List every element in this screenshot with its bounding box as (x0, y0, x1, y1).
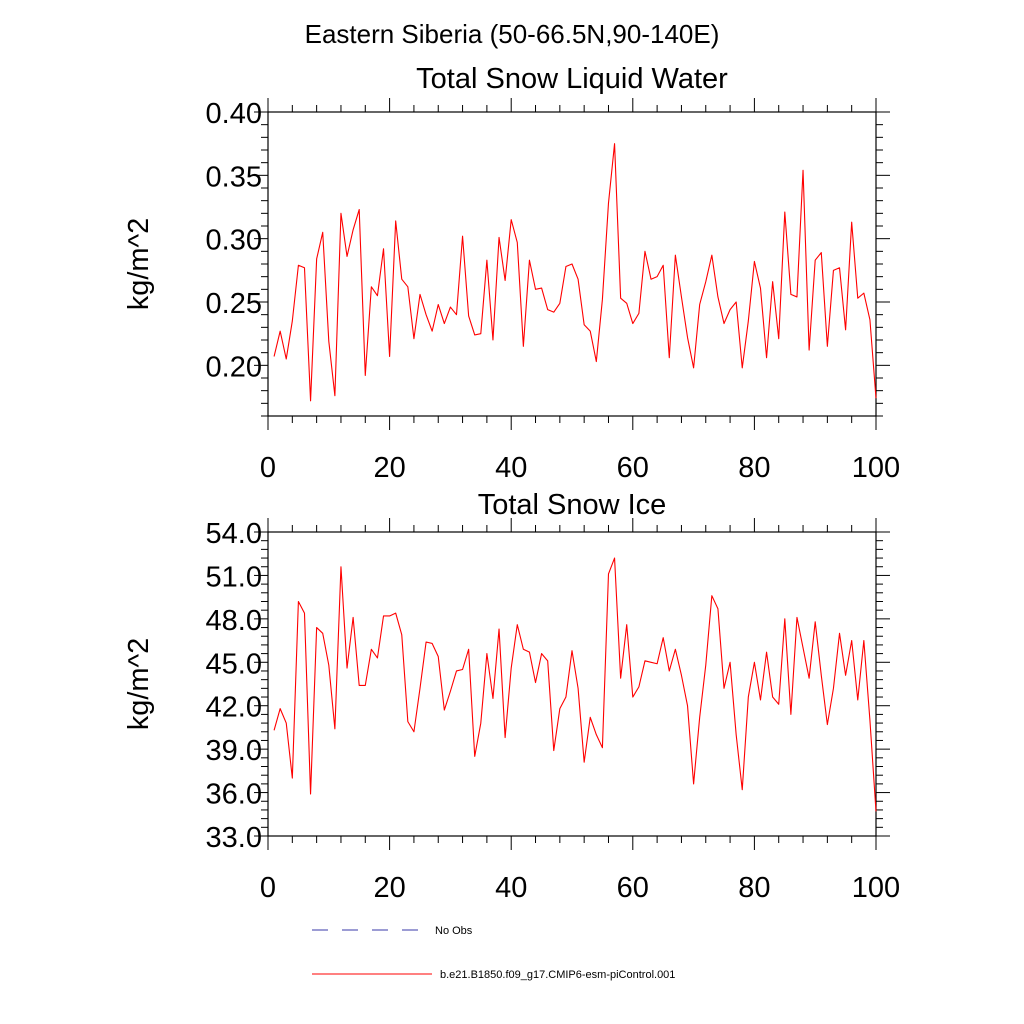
x-tick-label: 60 (617, 872, 649, 904)
panel-snow-liquid-water: Total Snow Liquid Water kg/m^2 0 20 40 60 80… (123, 63, 900, 484)
legend: No Obs b.e21.B1850.f09_g17.CMIP6-esm-piC… (312, 925, 675, 981)
x-tick-label: 100 (852, 872, 900, 904)
y-tick-label: 33.0 (206, 822, 262, 854)
axis-ticks (254, 98, 890, 430)
panel-snow-ice: Total Snow Ice kg/m^2 0 20 40 60 80 100 33.0 36… (123, 489, 900, 904)
legend-model-label: b.e21.B1850.f09_g17.CMIP6-esm-piControl.… (440, 969, 675, 981)
x-tick-label: 0 (260, 452, 276, 484)
y-tick-label: 39.0 (206, 735, 262, 767)
tick-labels: 0 20 40 60 80 100 33.0 36.0 39.0 42.0 45.0 48.0 51.0… (206, 518, 901, 904)
tick-labels: 0 20 40 60 80 100 0.20 0.25 0.30 0.35 0.40 (206, 98, 901, 484)
series-group (273, 557, 877, 812)
y-tick-label: 42.0 (206, 692, 262, 724)
x-tick-label: 40 (495, 452, 527, 484)
x-tick-label: 80 (738, 872, 770, 904)
x-tick-label: 20 (373, 452, 405, 484)
y-tick-label: 45.0 (206, 648, 262, 680)
series-group (273, 143, 877, 402)
y-axis-label: kg/m^2 (123, 218, 155, 311)
y-tick-label: 0.25 (206, 288, 262, 320)
y-tick-label: 48.0 (206, 605, 262, 637)
axis-ticks (254, 518, 890, 850)
panel-title: Total Snow Ice (478, 489, 667, 521)
y-tick-label: 36.0 (206, 779, 262, 811)
y-tick-label: 0.20 (206, 351, 262, 383)
series-line (273, 143, 877, 402)
x-tick-label: 20 (373, 872, 405, 904)
y-axis-label: kg/m^2 (123, 638, 155, 731)
legend-obs-label: No Obs (435, 925, 473, 937)
panel-title: Total Snow Liquid Water (416, 63, 728, 95)
x-tick-label: 0 (260, 872, 276, 904)
y-tick-label: 0.40 (206, 98, 262, 130)
x-tick-label: 40 (495, 872, 527, 904)
y-tick-label: 0.35 (206, 161, 262, 193)
page-title: Eastern Siberia (50-66.5N,90-140E) (305, 19, 720, 49)
series-line (273, 557, 877, 812)
plot-frame (267, 531, 877, 837)
x-tick-label: 100 (852, 452, 900, 484)
y-tick-label: 54.0 (206, 518, 262, 550)
x-tick-label: 60 (617, 452, 649, 484)
y-tick-label: 0.30 (206, 225, 262, 257)
y-tick-label: 51.0 (206, 561, 262, 593)
x-tick-label: 80 (738, 452, 770, 484)
